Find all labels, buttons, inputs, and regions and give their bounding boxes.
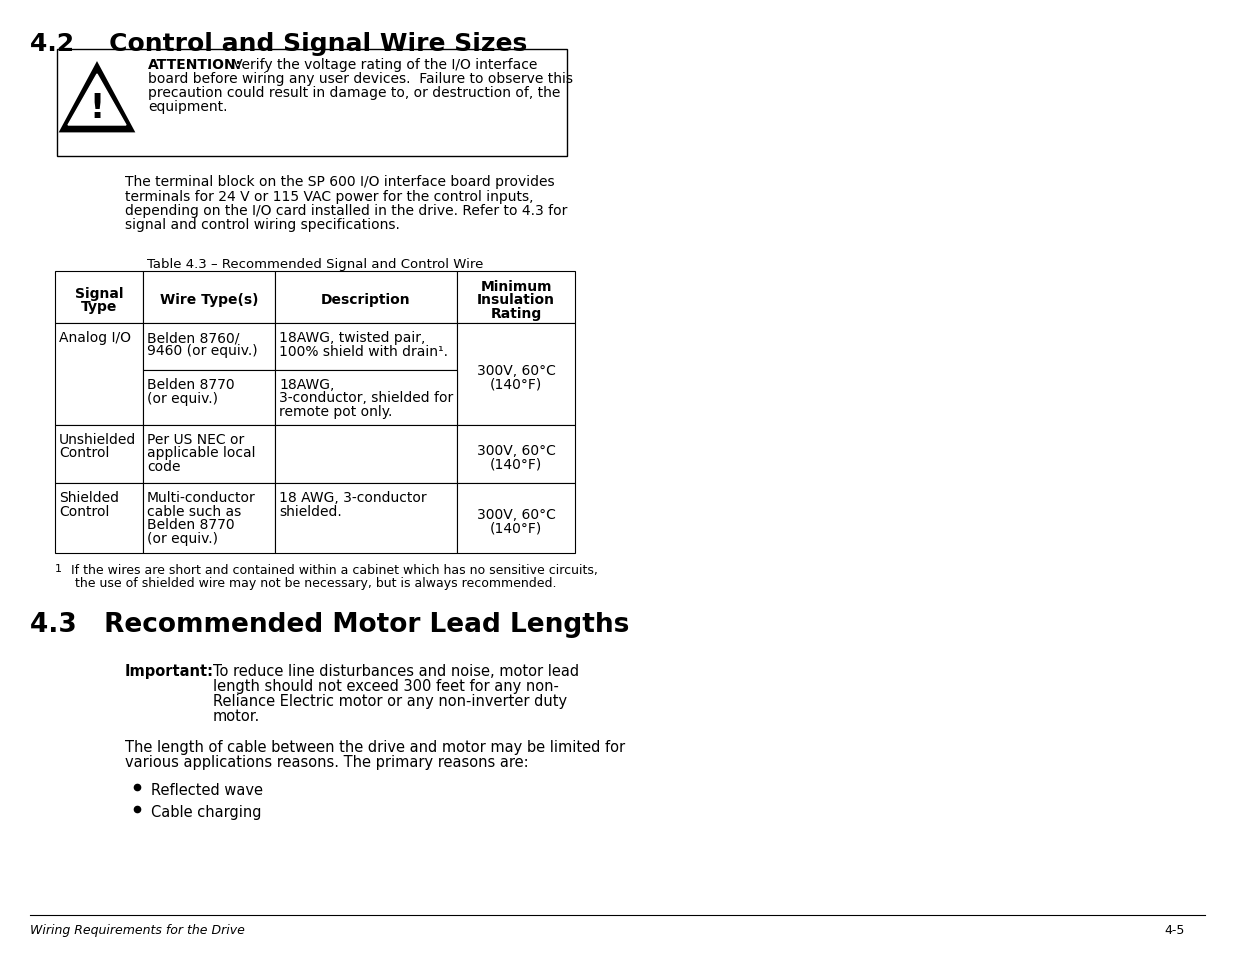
Text: !: ! bbox=[89, 92, 105, 126]
Bar bbox=[275, 483, 457, 554]
Text: Minimum: Minimum bbox=[480, 279, 552, 294]
Text: equipment.: equipment. bbox=[148, 100, 227, 113]
Text: Control: Control bbox=[59, 446, 110, 460]
Text: 18AWG,: 18AWG, bbox=[279, 377, 335, 392]
Bar bbox=[457, 324, 576, 426]
Text: precaution could result in damage to, or destruction of, the: precaution could result in damage to, or… bbox=[148, 86, 561, 100]
Bar bbox=[57, 50, 567, 157]
Bar bbox=[143, 426, 275, 483]
Text: 3-conductor, shielded for: 3-conductor, shielded for bbox=[279, 391, 453, 405]
Bar bbox=[56, 426, 143, 483]
Bar bbox=[457, 483, 576, 554]
Text: various applications reasons. The primary reasons are:: various applications reasons. The primar… bbox=[125, 754, 529, 769]
Text: (or equiv.): (or equiv.) bbox=[147, 391, 219, 405]
Text: Signal: Signal bbox=[75, 286, 124, 300]
Bar bbox=[275, 371, 457, 426]
Bar bbox=[56, 324, 143, 426]
Text: code: code bbox=[147, 459, 180, 474]
Text: Belden 8770: Belden 8770 bbox=[147, 377, 235, 392]
Text: Table 4.3 – Recommended Signal and Control Wire: Table 4.3 – Recommended Signal and Contr… bbox=[147, 257, 483, 271]
Bar bbox=[56, 483, 143, 554]
Text: applicable local: applicable local bbox=[147, 446, 256, 460]
Text: the use of shielded wire may not be necessary, but is always recommended.: the use of shielded wire may not be nece… bbox=[63, 577, 557, 589]
Text: Wiring Requirements for the Drive: Wiring Requirements for the Drive bbox=[30, 923, 245, 936]
Text: terminals for 24 V or 115 VAC power for the control inputs,: terminals for 24 V or 115 VAC power for … bbox=[125, 190, 534, 203]
Text: signal and control wiring specifications.: signal and control wiring specifications… bbox=[125, 218, 400, 233]
Bar bbox=[143, 371, 275, 426]
Text: Cable charging: Cable charging bbox=[151, 804, 262, 820]
Text: Insulation: Insulation bbox=[477, 293, 555, 307]
Text: Type: Type bbox=[80, 299, 117, 314]
Text: remote pot only.: remote pot only. bbox=[279, 405, 393, 418]
Text: 4-5: 4-5 bbox=[1165, 923, 1186, 936]
Text: The terminal block on the SP 600 I/O interface board provides: The terminal block on the SP 600 I/O int… bbox=[125, 174, 555, 189]
Text: 1: 1 bbox=[56, 563, 62, 574]
Text: Per US NEC or: Per US NEC or bbox=[147, 433, 245, 447]
Bar bbox=[275, 324, 457, 371]
Text: 300V, 60°C: 300V, 60°C bbox=[477, 363, 556, 377]
Text: 18 AWG, 3-conductor: 18 AWG, 3-conductor bbox=[279, 491, 426, 504]
Bar bbox=[275, 272, 457, 324]
Text: 18AWG, twisted pair,: 18AWG, twisted pair, bbox=[279, 331, 425, 345]
Text: 100% shield with drain¹.: 100% shield with drain¹. bbox=[279, 344, 448, 358]
Text: motor.: motor. bbox=[212, 708, 261, 723]
Text: Belden 8770: Belden 8770 bbox=[147, 517, 235, 532]
Text: If the wires are short and contained within a cabinet which has no sensitive cir: If the wires are short and contained wit… bbox=[63, 563, 598, 577]
Text: (or equiv.): (or equiv.) bbox=[147, 531, 219, 545]
Text: depending on the I/O card installed in the drive. Refer to 4.3 for: depending on the I/O card installed in t… bbox=[125, 204, 567, 218]
Text: board before wiring any user devices.  Failure to observe this: board before wiring any user devices. Fa… bbox=[148, 71, 573, 86]
Text: Description: Description bbox=[321, 293, 411, 307]
Bar bbox=[143, 324, 275, 371]
Bar bbox=[457, 272, 576, 324]
Text: (140°F): (140°F) bbox=[490, 376, 542, 391]
Bar bbox=[457, 426, 576, 483]
Text: (140°F): (140°F) bbox=[490, 520, 542, 535]
Bar bbox=[56, 272, 143, 324]
Text: Control: Control bbox=[59, 504, 110, 518]
Text: (140°F): (140°F) bbox=[490, 456, 542, 471]
Text: 300V, 60°C: 300V, 60°C bbox=[477, 443, 556, 457]
Text: Multi-conductor: Multi-conductor bbox=[147, 491, 256, 504]
Text: Belden 8760/: Belden 8760/ bbox=[147, 331, 240, 345]
Text: shielded.: shielded. bbox=[279, 504, 342, 518]
Text: Rating: Rating bbox=[490, 307, 542, 320]
Text: The length of cable between the drive and motor may be limited for: The length of cable between the drive an… bbox=[125, 740, 625, 754]
Text: Wire Type(s): Wire Type(s) bbox=[159, 293, 258, 307]
Polygon shape bbox=[61, 65, 133, 132]
Text: Unshielded: Unshielded bbox=[59, 433, 136, 447]
Polygon shape bbox=[68, 75, 126, 126]
Bar bbox=[143, 272, 275, 324]
Text: cable such as: cable such as bbox=[147, 504, 241, 518]
Text: Verify the voltage rating of the I/O interface: Verify the voltage rating of the I/O int… bbox=[220, 58, 537, 71]
Text: 9460 (or equiv.): 9460 (or equiv.) bbox=[147, 344, 258, 358]
Text: Important:: Important: bbox=[125, 663, 214, 679]
Bar bbox=[275, 426, 457, 483]
Text: To reduce line disturbances and noise, motor lead: To reduce line disturbances and noise, m… bbox=[212, 663, 579, 679]
Text: length should not exceed 300 feet for any non-: length should not exceed 300 feet for an… bbox=[212, 679, 559, 693]
Text: 4.3   Recommended Motor Lead Lengths: 4.3 Recommended Motor Lead Lengths bbox=[30, 612, 630, 638]
Text: 300V, 60°C: 300V, 60°C bbox=[477, 507, 556, 521]
Text: ATTENTION:: ATTENTION: bbox=[148, 58, 242, 71]
Text: 4.2    Control and Signal Wire Sizes: 4.2 Control and Signal Wire Sizes bbox=[30, 32, 527, 56]
Text: Reliance Electric motor or any non-inverter duty: Reliance Electric motor or any non-inver… bbox=[212, 693, 567, 708]
Text: Analog I/O: Analog I/O bbox=[59, 331, 131, 345]
Bar bbox=[143, 483, 275, 554]
Text: Shielded: Shielded bbox=[59, 491, 119, 504]
Text: Reflected wave: Reflected wave bbox=[151, 782, 263, 797]
